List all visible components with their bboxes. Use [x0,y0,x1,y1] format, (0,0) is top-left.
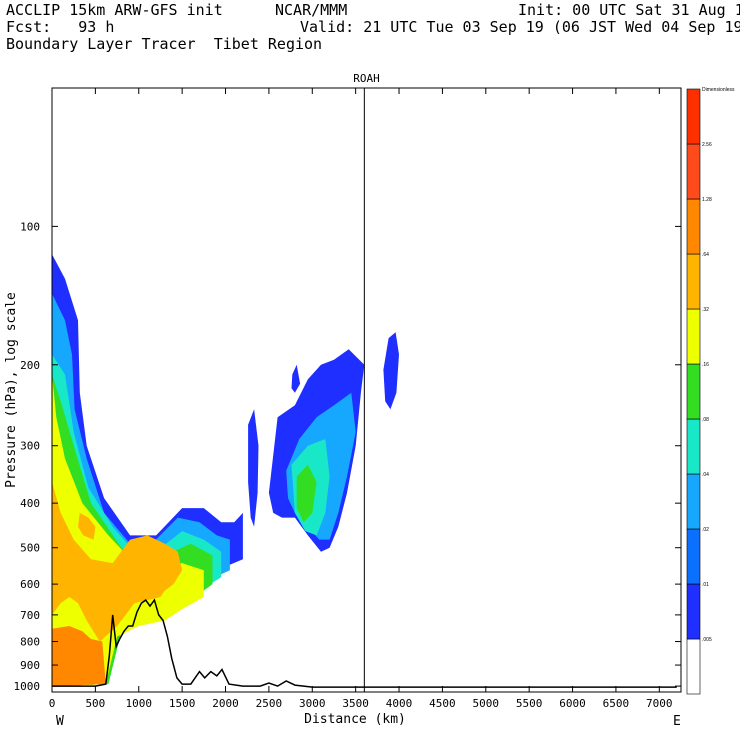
plot-frame [51,87,682,693]
header-line2-right: Valid: 21 UTC Tue 03 Sep 19 (06 JST Wed … [300,18,740,36]
colorbar-title: Dimensionless [702,87,735,93]
x-tick-label-5500: 5500 [516,697,543,710]
tracer-contour-13 [78,512,96,540]
colorbar-swatch-4 [686,418,701,475]
colorbar-swatch-10 [686,88,701,145]
colorbar-level-0: .005 [702,637,712,643]
x-tick-label-6000: 6000 [559,697,586,710]
colorbar-swatch-2 [686,528,701,585]
x-tick-label-4500: 4500 [429,697,456,710]
x-tick-label-1500: 1500 [169,697,196,710]
colorbar-swatch-7 [686,253,701,310]
colorbar-swatch-6 [686,308,701,365]
header-line1-right: Init: 00 UTC Sat 31 Aug 19 [518,1,740,19]
y-tick-label-400: 400 [20,497,40,510]
tracer-contour-4 [383,332,399,410]
y-tick-label-800: 800 [20,636,40,649]
header-line2-left: Fcst: 93 h [6,18,115,36]
colorbar-swatch-3 [686,473,701,530]
y-tick-label-600: 600 [20,578,40,591]
tracer-contour-3 [291,364,301,393]
colorbar-level-6: .32 [702,307,709,313]
y-tick-label-300: 300 [20,440,40,453]
colorbar-level-5: .16 [702,362,709,368]
x-tick-label-3500: 3500 [342,697,369,710]
y-tick-label-900: 900 [20,659,40,672]
y-tick-label-200: 200 [20,359,40,372]
colorbar-swatch-5 [686,363,701,420]
header-line1-mid: NCAR/MMM [275,1,348,19]
y-tick-label-700: 700 [20,609,40,622]
x-tick-label-2000: 2000 [212,697,239,710]
x-axis-label: Distance (km) [304,712,406,727]
colorbar-level-3: .04 [702,472,709,478]
colorbar-level-2: .02 [702,527,709,533]
x-tick-label-3000: 3000 [299,697,326,710]
tracer-contour-10 [296,464,317,523]
colorbar-level-9: 2.56 [702,142,712,148]
colorbar-swatch-8 [686,198,701,255]
x-tick-label-4000: 4000 [386,697,413,710]
colorbar-level-7: .64 [702,252,709,258]
x-tick-label-7000: 7000 [646,697,673,710]
colorbar-swatch-9 [686,143,701,200]
colorbar-level-8: 1.28 [702,197,712,203]
colorbar-level-4: .08 [702,417,709,423]
x-tick-label-2500: 2500 [256,697,283,710]
y-tick-label-100: 100 [20,220,40,233]
x-tick-label-500: 500 [85,697,105,710]
y-tick-label-500: 500 [20,542,40,555]
x-tick-label-5000: 5000 [473,697,500,710]
tracer-contour-1 [248,409,259,527]
y-tick-label-1000: 1000 [14,680,41,693]
colorbar-swatch-1 [686,583,701,640]
x-tick-label-1000: 1000 [126,697,153,710]
header-line1-left: ACCLIP 15km ARW-GFS init [6,1,223,19]
terrain-line [52,598,677,688]
chart-title: ROAH [353,72,380,85]
header-line3-left: Boundary Layer Tracer Tibet Region [6,35,323,53]
colorbar-swatch-0 [686,638,701,695]
colorbar-level-1: .01 [702,582,709,588]
tracer-contour-12 [52,482,183,642]
x-end-label-left: W [56,714,64,729]
x-tick-label-0: 0 [49,697,56,710]
x-tick-label-6500: 6500 [603,697,630,710]
tracer-contour-14 [52,626,106,687]
y-axis-label: Pressure (hPa), log scale [4,292,19,488]
x-end-label-right: E [673,714,681,729]
